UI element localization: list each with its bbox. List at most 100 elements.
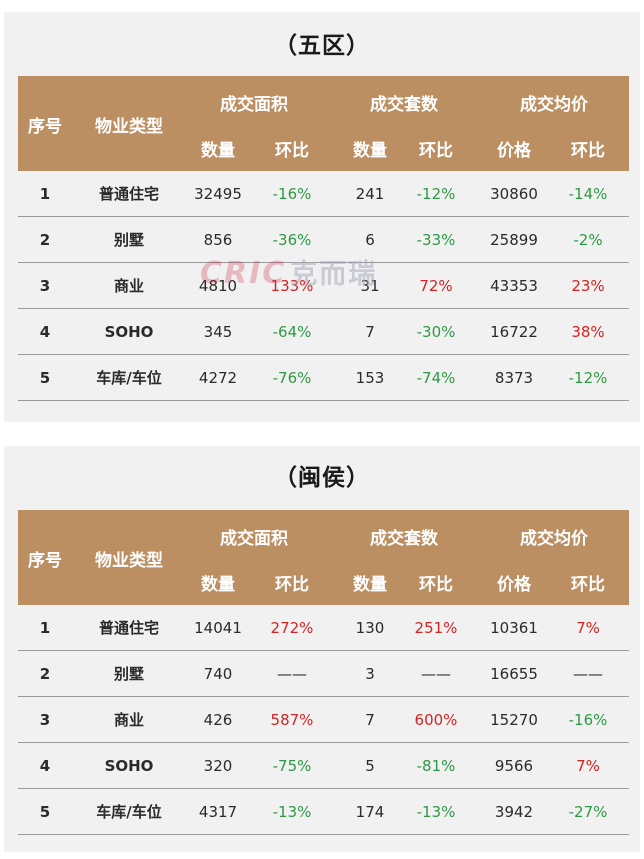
data-table: 序号 物业类型 成交面积 成交套数 成交均价 数量 环比 数量 环比 价格 环比… — [18, 510, 629, 835]
cell-index: 1 — [39, 185, 51, 203]
cell-price-change: -2% — [573, 231, 603, 249]
table-panel-minhou: （闽侯） 序号 物业类型 成交面积 成交套数 成交均价 数量 环比 数量 环比 … — [4, 446, 640, 852]
cell-units: 6 — [365, 231, 375, 249]
header-group-price: 成交均价 — [520, 95, 588, 115]
cell-price-change: —— — [573, 665, 603, 683]
cell-index: 5 — [39, 369, 51, 387]
table-header: 序号 物业类型 成交面积 成交套数 成交均价 数量 环比 数量 环比 价格 环比 — [18, 76, 629, 171]
cell-property-type: 普通住宅 — [98, 185, 159, 203]
table-row: 2 别墅 856 -36% 6 -33% 25899 -2% — [18, 217, 629, 263]
cell-property-type: SOHO — [104, 757, 154, 775]
header-sub: 数量 — [201, 575, 235, 595]
cell-area-change: 272% — [270, 619, 314, 637]
cell-units: 3 — [365, 665, 375, 683]
cell-units-change: -30% — [416, 323, 456, 341]
cell-units-change: 600% — [414, 711, 458, 729]
table-body: 1 普通住宅 14041 272% 130 251% 10361 7% 2 别墅 740 —— 3 —— 1… — [18, 605, 629, 835]
header-sub: 价格 — [497, 141, 531, 161]
cell-property-type: 商业 — [113, 277, 144, 295]
header-sub: 环比 — [275, 141, 309, 161]
table-row: 2 别墅 740 —— 3 —— 16655 —— — [18, 651, 629, 697]
table-row: 5 车库/车位 4272 -76% 153 -74% 8373 -12% — [18, 355, 629, 401]
cell-index: 5 — [39, 803, 51, 821]
table-row: 1 普通住宅 32495 -16% 241 -12% 30860 -14% — [18, 171, 629, 217]
cell-property-type: 车库/车位 — [96, 369, 162, 387]
cell-price: 9566 — [494, 757, 534, 775]
cell-area-change: -16% — [272, 185, 312, 203]
header-group-area: 成交面积 — [220, 529, 288, 549]
cell-index: 1 — [39, 619, 51, 637]
data-table: 序号 物业类型 成交面积 成交套数 成交均价 数量 环比 数量 环比 价格 环比… — [18, 76, 629, 401]
table-row: 4 SOHO 320 -75% 5 -81% 9566 7% — [18, 743, 629, 789]
header-sub: 价格 — [497, 575, 531, 595]
cell-area-change: —— — [277, 665, 307, 683]
cell-price-change: 7% — [576, 757, 600, 775]
cell-index: 2 — [39, 665, 51, 683]
cell-price-change: 38% — [571, 323, 605, 341]
cell-area-change: -13% — [272, 803, 312, 821]
header-index: 序号 — [28, 551, 62, 571]
header-group-area: 成交面积 — [220, 95, 288, 115]
cell-price: 15270 — [490, 711, 538, 729]
cell-index: 2 — [39, 231, 51, 249]
cell-units: 130 — [355, 619, 385, 637]
cell-area-change: -75% — [272, 757, 312, 775]
cell-price: 30860 — [490, 185, 538, 203]
header-sub: 环比 — [419, 141, 453, 161]
cell-price: 43353 — [490, 277, 538, 295]
cell-units: 241 — [355, 185, 385, 203]
cell-units-change: -13% — [416, 803, 456, 821]
cell-property-type: 别墅 — [113, 231, 144, 249]
cell-units-change: —— — [421, 665, 451, 683]
table-row: 3 商业 4810 133% 31 72% 43353 23% — [18, 263, 629, 309]
table-title: （五区） — [274, 33, 370, 59]
header-sub: 环比 — [571, 575, 605, 595]
header-sub: 数量 — [353, 575, 387, 595]
cell-units-change: -81% — [416, 757, 456, 775]
cell-units: 31 — [360, 277, 380, 295]
cell-area: 4317 — [198, 803, 238, 821]
cell-area: 14041 — [194, 619, 242, 637]
header-group-units: 成交套数 — [370, 95, 438, 115]
cell-price: 16655 — [490, 665, 538, 683]
cell-price-change: -14% — [568, 185, 608, 203]
header-group-price: 成交均价 — [520, 529, 588, 549]
cell-price: 3942 — [494, 803, 534, 821]
cell-area-change: 133% — [270, 277, 314, 295]
cell-price-change: -12% — [568, 369, 608, 387]
cell-area-change: -36% — [272, 231, 312, 249]
header-sub: 环比 — [275, 575, 309, 595]
cell-price-change: -27% — [568, 803, 608, 821]
table-row: 5 车库/车位 4317 -13% 174 -13% 3942 -27% — [18, 789, 629, 835]
cell-units-change: 72% — [419, 277, 453, 295]
cell-area: 320 — [203, 757, 233, 775]
cell-price: 25899 — [490, 231, 538, 249]
header-group-units: 成交套数 — [370, 529, 438, 549]
cell-units: 7 — [365, 323, 375, 341]
cell-index: 3 — [39, 277, 51, 295]
cell-area: 740 — [203, 665, 233, 683]
header-sub: 环比 — [571, 141, 605, 161]
table-row: 3 商业 426 587% 7 600% 15270 -16% — [18, 697, 629, 743]
table-row: 4 SOHO 345 -64% 7 -30% 16722 38% — [18, 309, 629, 355]
header-sub: 环比 — [419, 575, 453, 595]
cell-area: 345 — [203, 323, 233, 341]
cell-property-type: SOHO — [104, 323, 154, 341]
header-sub: 数量 — [353, 141, 387, 161]
cell-price: 10361 — [490, 619, 538, 637]
header-property-type: 物业类型 — [95, 117, 163, 137]
cell-price: 16722 — [490, 323, 538, 341]
table-panel-wuqu: （五区） 序号 物业类型 成交面积 成交套数 成交均价 数量 环比 数量 环比 … — [4, 12, 640, 422]
cell-area: 856 — [203, 231, 233, 249]
cell-units: 174 — [355, 803, 385, 821]
cell-units: 153 — [355, 369, 385, 387]
cell-units: 5 — [365, 757, 375, 775]
header-index: 序号 — [28, 117, 62, 137]
cell-area: 32495 — [194, 185, 242, 203]
cell-price: 8373 — [494, 369, 534, 387]
table-body: 1 普通住宅 32495 -16% 241 -12% 30860 -14% 2 别墅 856 -36%… — [18, 171, 629, 401]
cell-index: 4 — [39, 323, 51, 341]
cell-units-change: 251% — [414, 619, 458, 637]
cell-property-type: 别墅 — [113, 665, 144, 683]
cell-area-change: 587% — [270, 711, 314, 729]
